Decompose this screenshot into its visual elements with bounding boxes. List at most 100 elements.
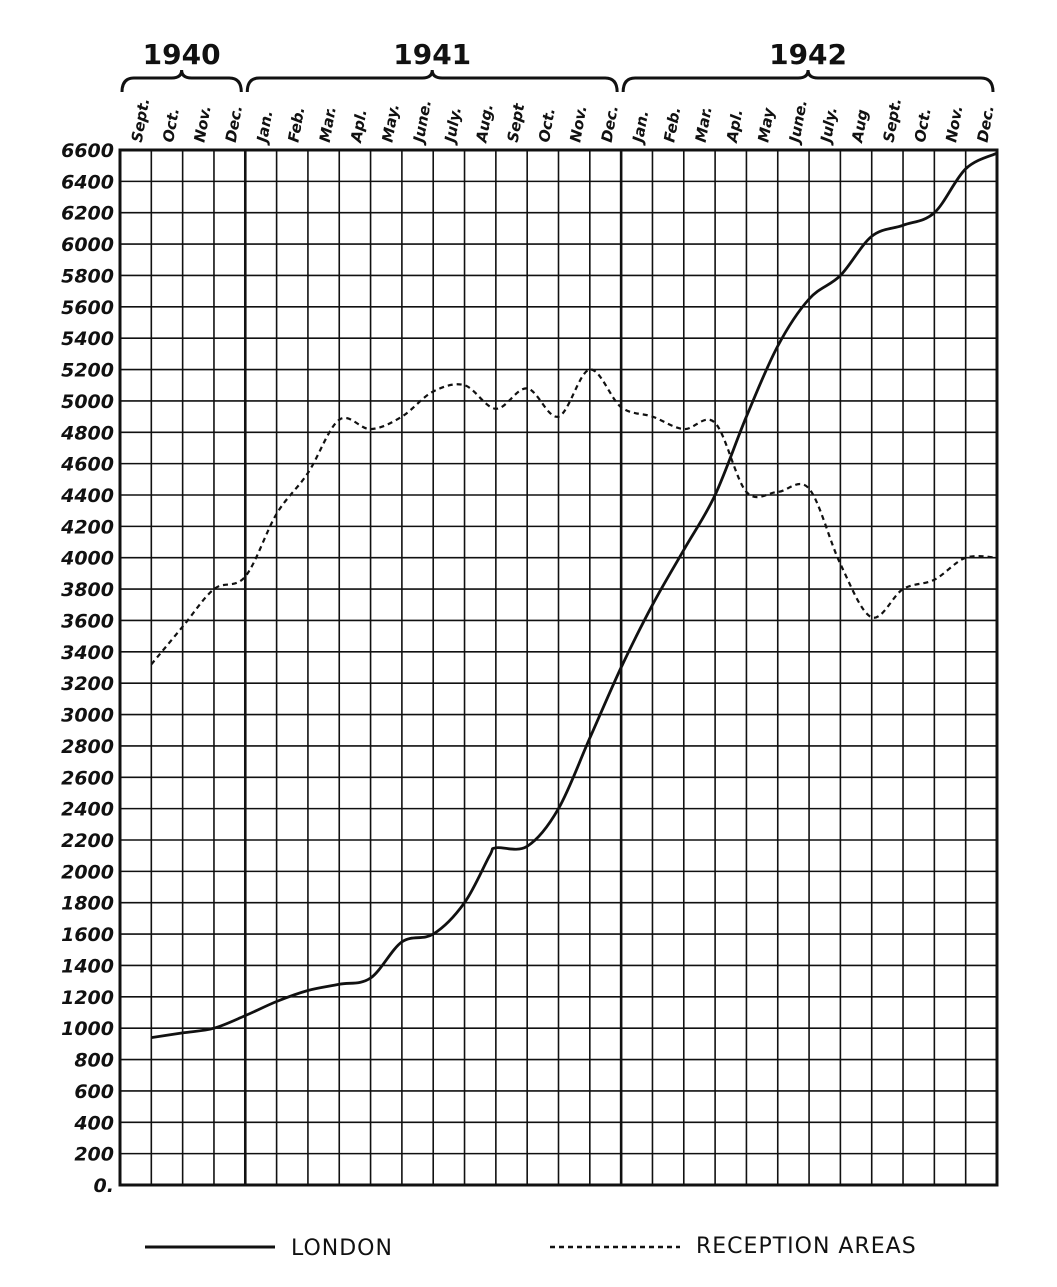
y-tick-label: 5400	[61, 328, 114, 350]
y-tick-label: 3200	[61, 673, 114, 695]
london-line-point	[902, 224, 904, 226]
london-line-point	[933, 212, 935, 214]
y-tick-label: 5800	[61, 265, 114, 287]
reception-areas-line-point	[965, 557, 967, 559]
month-label: Aug.	[472, 102, 497, 144]
month-label: Feb.	[660, 105, 684, 143]
y-tick-label: 4200	[60, 516, 114, 538]
london-line-point	[777, 345, 779, 347]
y-tick-label: 1000	[61, 1018, 114, 1040]
year-brace	[245, 69, 619, 93]
y-tick-label: 3600	[61, 610, 114, 632]
y-tick-label: 6200	[61, 203, 114, 225]
y-tick-label: 2200	[61, 830, 114, 852]
y-tick-label: 1800	[61, 893, 114, 915]
y-tick-label: 1600	[61, 924, 114, 946]
y-tick-label: 5200	[61, 360, 114, 382]
y-tick-label: 3400	[61, 642, 114, 664]
y-tick-label: 4400	[60, 485, 114, 507]
reception-areas-line-point	[244, 575, 246, 578]
month-label: Apl.	[723, 108, 747, 145]
month-label: Jan.	[253, 109, 277, 147]
month-label: May.	[378, 102, 402, 143]
london-line-point	[620, 666, 622, 669]
y-tick-label: 6600	[61, 140, 114, 162]
y-tick-label: 5000	[61, 391, 114, 413]
y-tick-label: 600	[74, 1081, 114, 1103]
london-line-point	[526, 845, 528, 847]
reception-areas-line-point	[745, 491, 748, 493]
reception-areas-line-point	[338, 419, 340, 421]
london-line	[151, 151, 998, 1039]
london-line-point	[745, 415, 748, 418]
month-label: Nov.	[942, 104, 966, 144]
month-label: Aug	[848, 108, 872, 145]
legend-label-reception-areas: RECEPTION AREAS	[696, 1234, 917, 1259]
month-label: July.	[816, 106, 840, 147]
y-tick-label: 2000	[61, 861, 114, 883]
reception-areas-line-point	[839, 563, 841, 565]
reception-areas-line-point	[589, 368, 591, 371]
y-tick-label: 1400	[61, 955, 114, 977]
y-tick-label: 400	[73, 1112, 114, 1134]
month-label: Nov.	[566, 104, 590, 144]
year-label: 1941	[393, 38, 471, 71]
london-line-point	[182, 1032, 184, 1034]
y-tick-label: 3000	[61, 705, 114, 727]
month-label: Oct.	[159, 107, 183, 144]
london-line-point	[488, 855, 491, 857]
year-brace	[120, 69, 243, 93]
reception-areas-line-point	[808, 488, 810, 490]
y-axis-tick-labels: 0. 200 400 600 800 1000 1200 1400 1600 1800 2000 22…	[60, 140, 114, 1197]
y-tick-label: 4800	[60, 422, 114, 444]
month-label: Apl.	[347, 108, 371, 145]
month-label: Sept.	[880, 97, 905, 144]
london-line-point	[338, 983, 340, 985]
reception-areas-line	[150, 368, 998, 666]
reception-areas-line-point	[683, 428, 685, 430]
month-label: June.	[785, 98, 811, 146]
y-tick-label: 6400	[61, 171, 114, 193]
london-line-point	[432, 933, 434, 935]
y-tick-label: 800	[74, 1050, 114, 1072]
y-tick-label: 5600	[61, 297, 114, 319]
y-tick-label: 4000	[60, 548, 114, 570]
year-label: 1942	[769, 38, 847, 71]
london-line-point	[213, 1027, 215, 1029]
london-line-point	[839, 274, 841, 277]
month-label: Oct.	[535, 107, 559, 144]
month-label: Dec.	[598, 104, 622, 144]
y-tick-label: 2600	[61, 767, 114, 789]
month-label: May	[754, 106, 778, 144]
london-line-point	[965, 168, 967, 170]
reception-areas-line-point	[933, 579, 935, 581]
reception-areas-line-point	[432, 390, 434, 393]
reception-areas-line-point	[213, 588, 215, 590]
london-line-point	[307, 989, 309, 992]
y-tick-label: 0.	[94, 1175, 114, 1197]
reception-areas-line-point	[401, 415, 403, 418]
month-label: Sept	[504, 101, 529, 143]
london-line-point	[244, 1015, 246, 1017]
data-series	[150, 151, 998, 1039]
london-line-point	[495, 847, 497, 849]
month-label: Jan.	[628, 109, 652, 147]
london-line-point	[401, 941, 403, 943]
y-tick-label: 6000	[61, 234, 114, 256]
y-tick-label: 3800	[61, 579, 114, 601]
y-tick-label: 200	[74, 1144, 114, 1166]
y-tick-label: 2800	[61, 736, 114, 758]
london-line-point	[369, 977, 372, 979]
london-line-point	[589, 737, 591, 739]
y-tick-label: 2400	[61, 799, 114, 821]
reception-areas-line-point	[463, 384, 466, 386]
london-line-point	[651, 604, 654, 606]
month-label: Mar.	[692, 105, 716, 144]
london-line-point	[463, 902, 466, 904]
reception-areas-line-point	[526, 387, 528, 389]
reception-areas-line-point	[902, 588, 904, 590]
reception-areas-line-point	[996, 557, 998, 559]
y-tick-label: 1200	[61, 987, 114, 1009]
london-line-point	[996, 152, 998, 154]
